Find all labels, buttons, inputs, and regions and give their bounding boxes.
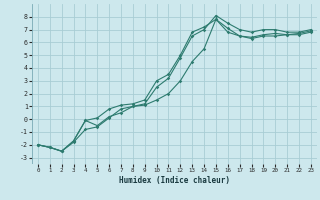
X-axis label: Humidex (Indice chaleur): Humidex (Indice chaleur) [119,176,230,185]
